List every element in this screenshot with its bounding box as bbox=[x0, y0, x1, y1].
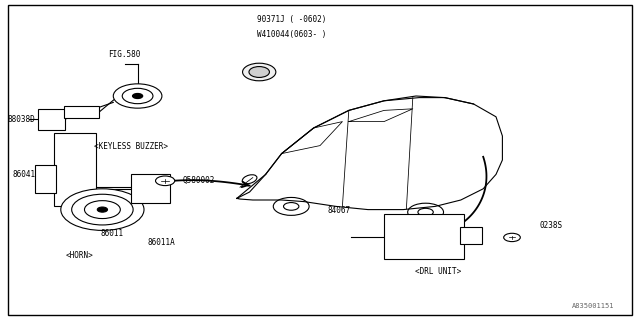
Text: 0238S: 0238S bbox=[540, 221, 563, 230]
Bar bbox=[384, 214, 464, 259]
Circle shape bbox=[418, 208, 433, 216]
Text: FIG.580: FIG.580 bbox=[109, 50, 141, 59]
Text: 86041: 86041 bbox=[12, 170, 35, 179]
Circle shape bbox=[408, 203, 444, 221]
Ellipse shape bbox=[243, 175, 257, 184]
Circle shape bbox=[72, 194, 133, 225]
Bar bbox=[54, 133, 96, 206]
Circle shape bbox=[504, 233, 520, 242]
Text: A835001151: A835001151 bbox=[572, 303, 614, 309]
Text: 88038D: 88038D bbox=[8, 116, 35, 124]
Circle shape bbox=[156, 176, 175, 186]
Bar bbox=[38, 109, 65, 130]
Circle shape bbox=[113, 84, 162, 108]
Bar bbox=[131, 174, 170, 203]
Text: Q580002: Q580002 bbox=[182, 176, 215, 185]
Text: 84067: 84067 bbox=[328, 206, 351, 215]
Text: <DRL UNIT>: <DRL UNIT> bbox=[415, 267, 461, 276]
Circle shape bbox=[273, 197, 309, 215]
Text: W410044(0603- ): W410044(0603- ) bbox=[257, 30, 326, 39]
Ellipse shape bbox=[243, 63, 276, 81]
Text: 86011A: 86011A bbox=[147, 238, 175, 247]
Ellipse shape bbox=[249, 67, 269, 77]
Circle shape bbox=[61, 189, 144, 230]
Circle shape bbox=[97, 207, 108, 212]
Text: <KEYLESS BUZZER>: <KEYLESS BUZZER> bbox=[94, 142, 168, 151]
Circle shape bbox=[284, 203, 299, 210]
Bar bbox=[64, 106, 99, 118]
Text: <HORN>: <HORN> bbox=[66, 251, 94, 260]
Bar bbox=[460, 227, 482, 244]
Circle shape bbox=[132, 93, 143, 99]
Circle shape bbox=[122, 88, 153, 104]
Circle shape bbox=[84, 201, 120, 219]
Text: 86011: 86011 bbox=[100, 229, 124, 238]
Text: 90371J ( -0602): 90371J ( -0602) bbox=[257, 15, 326, 24]
Bar bbox=[35, 165, 56, 193]
